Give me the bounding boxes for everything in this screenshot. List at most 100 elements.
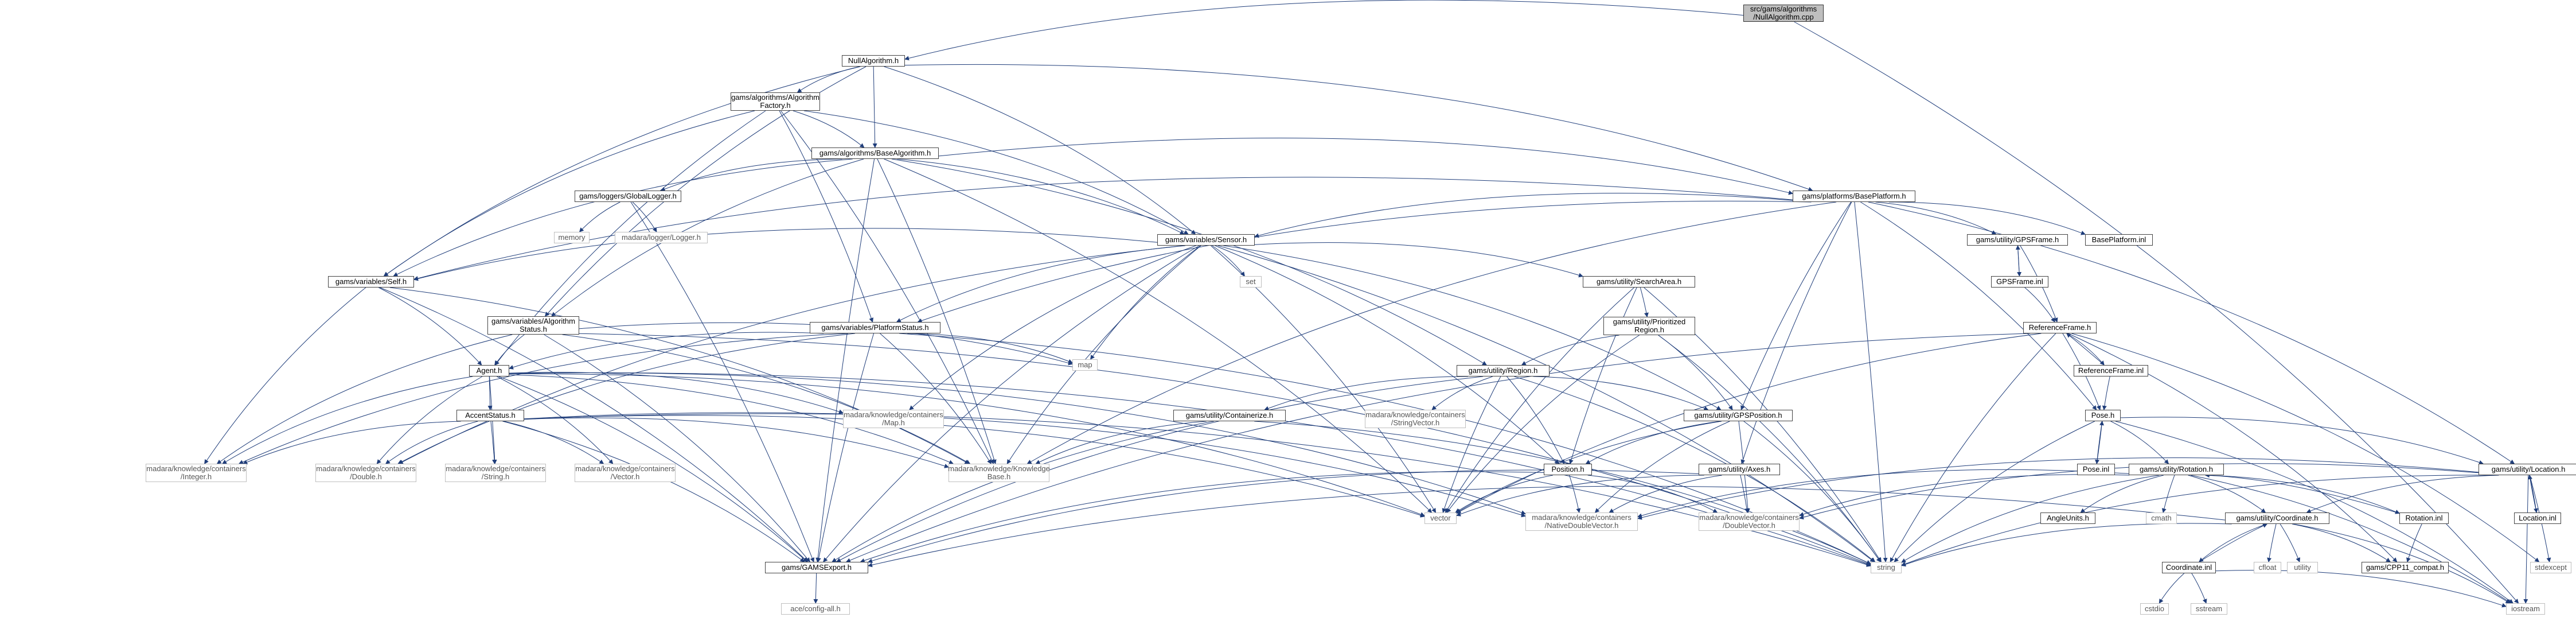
node-reference-frame[interactable]: ReferenceFrame.h (2023, 322, 2097, 333)
edge-basealg-to-baseplatform (938, 138, 1793, 195)
edge-prioregion-to-gpsposition (1658, 335, 1733, 410)
node-set[interactable]: set (1240, 276, 1262, 288)
edge-platstatus-to-mkdouble (397, 333, 855, 464)
node-vector[interactable]: vector (1424, 512, 1457, 524)
node-rotation-inl[interactable]: Rotation.inl (2399, 512, 2449, 524)
node-iostream[interactable]: iostream (2506, 603, 2545, 615)
node-gams-export[interactable]: gams/GAMSExport.h (765, 562, 868, 573)
edge-globallogger-to-memory (579, 201, 620, 232)
edge-sensor-to-gpsposition (1223, 245, 1722, 410)
edge-baseplatform-to-mkbase (1027, 201, 1837, 464)
node-utility[interactable]: utility (2287, 562, 2318, 573)
edge-sensor-to-string (1217, 245, 1875, 562)
edge-poseinl-to-pose (2096, 421, 2104, 464)
node-base-platform-inl[interactable]: BasePlatform.inl (2085, 234, 2153, 246)
edge-rotationinl-to-cpp11 (2406, 523, 2422, 562)
edge-basealg-to-mkbase (877, 158, 997, 464)
node-root[interactable]: src/gams/algorithms /NullAlgorithm.cpp (1743, 5, 1824, 22)
edge-prioregion-to-vector (1446, 335, 1640, 513)
edge-coordinate-to-gamsexport (868, 486, 2226, 568)
edge-algstatus-to-gamsexport (544, 334, 810, 562)
edge-gpsframeinl-to-refframe (2024, 287, 2055, 323)
edge-platstatus-to-map (907, 333, 1073, 364)
node-mk-map[interactable]: madara/knowledge/containers /Map.h (843, 410, 944, 428)
node-rotation[interactable]: gams/utility/Rotation.h (2129, 464, 2224, 475)
node-cmath[interactable]: cmath (2146, 512, 2177, 524)
node-algorithm-factory[interactable]: gams/algorithms/Algorithm Factory.h (731, 92, 820, 111)
node-location[interactable]: gams/utility/Location.h (2479, 464, 2576, 475)
node-base-platform[interactable]: gams/platforms/BasePlatform.h (1793, 191, 1915, 202)
node-region[interactable]: gams/utility/Region.h (1457, 365, 1549, 376)
node-nullalgorithm[interactable]: NullAlgorithm.h (842, 55, 905, 67)
node-memory[interactable]: memory (554, 232, 590, 243)
edge-nullalg-to-basealg (872, 66, 877, 148)
edge-region-to-position (1506, 376, 1564, 464)
node-algorithm-status[interactable]: gams/variables/Algorithm Status.h (487, 316, 579, 335)
node-string[interactable]: string (1871, 562, 1902, 573)
node-cstdio[interactable]: cstdio (2140, 603, 2169, 615)
edge-agent-to-mkmap (509, 372, 844, 414)
node-self[interactable]: gams/variables/Self.h (328, 276, 414, 288)
node-location-inl[interactable]: Location.inl (2514, 512, 2561, 524)
edge-containerize-to-string (1254, 421, 1871, 565)
node-platform-status[interactable]: gams/variables/PlatformStatus.h (810, 322, 940, 333)
node-axes[interactable]: gams/utility/Axes.h (1699, 464, 1780, 475)
node-stdexcept[interactable]: stdexcept (2530, 562, 2571, 573)
node-mk-string-vector[interactable]: madara/knowledge/containers /StringVecto… (1365, 410, 1466, 428)
node-accent-status[interactable]: AccentStatus.h (456, 410, 524, 421)
edge-accent-to-mkdouble (385, 421, 478, 464)
edge-baseplatform-to-location (1868, 201, 2515, 464)
edge-coordinl-to-coordinate (2199, 523, 2267, 562)
node-mk-knowledge-base[interactable]: madara/knowledge/Knowledge Base.h (948, 464, 1050, 482)
node-gps-frame-inl[interactable]: GPSFrame.inl (1991, 276, 2048, 288)
node-search-area[interactable]: gams/utility/SearchArea.h (1583, 276, 1695, 288)
edge-root-to-iostream (1794, 21, 2519, 604)
edge-prioregion-to-string (1658, 335, 1881, 562)
node-sensor[interactable]: gams/variables/Sensor.h (1157, 234, 1255, 246)
node-mk-double[interactable]: madara/knowledge/containers /Double.h (315, 464, 416, 482)
node-prioritized-region[interactable]: gams/utility/Prioritized Region.h (1603, 317, 1695, 335)
node-pose-inl[interactable]: Pose.inl (2077, 464, 2115, 475)
edge-basealg-to-self (393, 158, 853, 277)
node-mk-integer[interactable]: madara/knowledge/containers /Integer.h (146, 464, 247, 482)
edge-platstatus-to-mkbase (880, 333, 992, 464)
edge-searcharea-to-prioregion (1640, 287, 1649, 317)
node-gps-position[interactable]: gams/utility/GPSPosition.h (1684, 410, 1793, 421)
edge-rotation-to-rotationinl (2205, 475, 2400, 514)
edge-gpsposition-to-position (1585, 421, 1720, 464)
node-coordinate-inl[interactable]: Coordinate.inl (2162, 562, 2216, 573)
node-global-logger[interactable]: gams/loggers/GlobalLogger.h (575, 191, 681, 202)
node-agent[interactable]: Agent.h (469, 365, 509, 376)
edge-coordinate-to-coordinl (2199, 523, 2267, 562)
edge-gpsframeinl-to-gpsframeh (2015, 245, 2020, 277)
node-mk-vector[interactable]: madara/knowledge/containers /Vector.h (575, 464, 676, 482)
edge-sensor-to-searcharea (1254, 242, 1583, 278)
node-reference-frame-inl[interactable]: ReferenceFrame.inl (2074, 365, 2148, 376)
node-coordinate[interactable]: gams/utility/Coordinate.h (2225, 512, 2329, 524)
edge-pose-to-location (2120, 417, 2484, 465)
node-cpp11-compat[interactable]: gams/CPP11_compat.h (2362, 562, 2449, 573)
edge-position-to-vector (1455, 475, 1553, 513)
node-gps-frame-h[interactable]: gams/utility/GPSFrame.h (1967, 234, 2068, 246)
edge-baseplatform-to-baseplatinl (1888, 201, 2086, 235)
edge-sensor-to-mkmap (909, 245, 1196, 410)
edge-prioregion-to-region (1521, 335, 1619, 366)
node-ace-config[interactable]: ace/config-all.h (781, 603, 850, 615)
node-containerize[interactable]: gams/utility/Containerize.h (1173, 410, 1286, 421)
node-sstream[interactable]: sstream (2191, 603, 2227, 615)
node-cfloat[interactable]: cfloat (2254, 562, 2281, 573)
edge-position-to-nativedv (1569, 475, 1581, 513)
node-angle-units[interactable]: AngleUnits.h (2040, 512, 2095, 524)
node-base-algorithm[interactable]: gams/algorithms/BaseAlgorithm.h (811, 147, 939, 159)
edge-pose-to-string (1894, 421, 2095, 562)
node-position[interactable]: Position.h (1544, 464, 1592, 475)
node-pose[interactable]: Pose.h (2085, 410, 2121, 421)
node-madara-logger[interactable]: madara/logger/Logger.h (615, 232, 708, 243)
edge-region-to-gpsposition (1533, 376, 1709, 410)
node-map[interactable]: map (1072, 359, 1098, 371)
edge-coordinate-to-cfloat (2267, 523, 2277, 562)
node-native-double-vector[interactable]: madara/knowledge/containers /NativeDoubl… (1525, 512, 1638, 531)
node-mk-string[interactable]: madara/knowledge/containers /String.h (445, 464, 546, 482)
node-double-vector[interactable]: madara/knowledge/containers /DoubleVecto… (1699, 512, 1800, 531)
